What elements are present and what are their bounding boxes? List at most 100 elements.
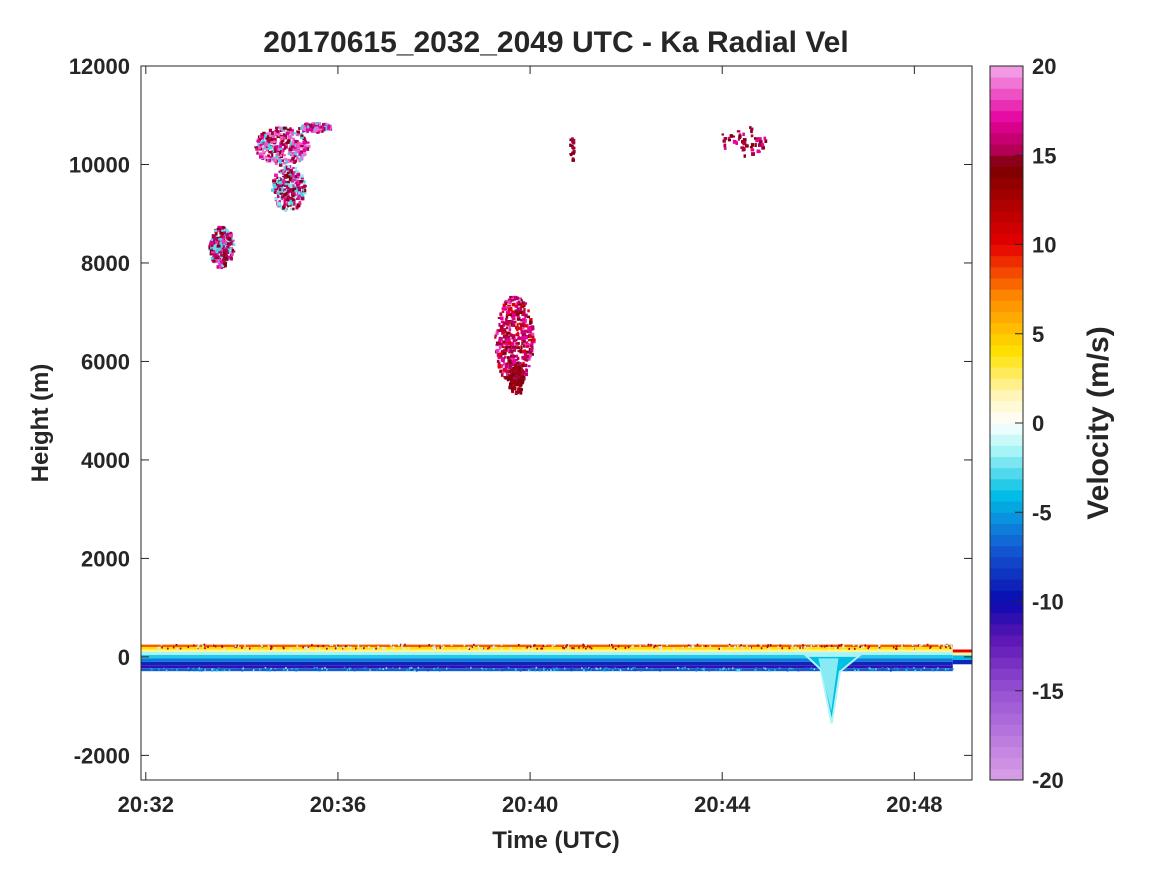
mid-cloud (532, 338, 536, 342)
upper-cloud-2b (294, 169, 298, 173)
band-speckle (687, 668, 690, 671)
mid-cloud (509, 295, 512, 299)
band-speckle (779, 667, 782, 670)
band-speckle (733, 646, 736, 649)
band-speckle (457, 647, 460, 650)
colorbar-segment (990, 489, 1023, 502)
upper-cloud-2a (264, 133, 267, 138)
band-speckle (357, 646, 360, 649)
band-speckle (426, 669, 429, 672)
upper-cloud-2b (291, 192, 296, 195)
band-speckle (546, 667, 549, 670)
colorbar-segment (990, 768, 1023, 781)
mid-cloud (498, 338, 502, 342)
mid-cloud (506, 373, 509, 378)
mid-cloud (511, 376, 516, 380)
upper-cloud-2c (309, 125, 314, 130)
upper-cloud-1 (214, 230, 219, 234)
band-speckle (440, 646, 443, 649)
mid-cloud (509, 361, 513, 365)
top-speck-2 (750, 127, 754, 131)
band-speckle (950, 643, 953, 646)
upper-cloud-2b (278, 199, 281, 203)
upper-cloud-1 (225, 260, 228, 264)
band-speckle (946, 644, 948, 647)
mid-cloud (531, 345, 534, 350)
mid-cloud (501, 310, 505, 313)
mid-cloud (530, 348, 534, 353)
band-speckle (270, 667, 272, 670)
colorbar-tick-label: 10 (1032, 233, 1056, 258)
colorbar-segment (990, 155, 1023, 167)
colorbar-segment (990, 233, 1023, 245)
upper-cloud-1 (222, 259, 226, 263)
upper-cloud-2a (291, 143, 295, 147)
mid-cloud (509, 320, 514, 324)
band-speckle (718, 647, 721, 650)
band-speckle (951, 668, 954, 671)
y-tick-label: 6000 (81, 349, 130, 374)
mid-cloud (511, 298, 515, 302)
band-speckle (409, 667, 411, 670)
band-speckle (377, 645, 380, 648)
band-speckle (640, 669, 642, 672)
band-speckle (779, 644, 782, 647)
mid-cloud (520, 304, 525, 309)
band-speckle (790, 667, 793, 670)
upper-cloud-2a (267, 154, 270, 157)
upper-cloud-2b (281, 184, 285, 187)
band-speckle (410, 668, 413, 671)
upper-cloud-2a (266, 148, 269, 152)
band-speckle (318, 647, 321, 650)
band-speckle (813, 668, 816, 671)
top-speck-2 (750, 130, 753, 134)
upper-cloud-1 (226, 232, 231, 237)
band-speckle (468, 647, 470, 650)
top-speck-2 (732, 139, 737, 144)
y-axis-label: Height (m) (27, 364, 54, 483)
upper-cloud-1 (215, 252, 219, 256)
band-speckle (654, 644, 657, 647)
upper-cloud-2c (325, 123, 329, 127)
colorbar-tick-label: 0 (1032, 411, 1044, 436)
upper-cloud-2b (289, 168, 293, 172)
y-tick-label: 10000 (69, 152, 130, 177)
band-speckle (797, 648, 799, 651)
mid-cloud (528, 335, 533, 338)
upper-cloud-1 (220, 231, 224, 235)
upper-cloud-2a (291, 157, 295, 161)
band-speckle (531, 646, 533, 649)
band-speckle (762, 667, 765, 670)
upper-cloud-2a (275, 128, 278, 132)
colorbar-segment (990, 423, 1023, 435)
band-speckle (379, 667, 381, 670)
band-speckle (650, 643, 652, 646)
band-speckle (422, 667, 425, 670)
upper-cloud-1 (220, 255, 223, 259)
upper-cloud-2b (271, 188, 275, 192)
upper-cloud-2b (292, 201, 296, 206)
band-speckle (192, 667, 195, 670)
mid-cloud (512, 320, 517, 324)
upper-cloud-1 (219, 241, 223, 245)
top-speck-2 (735, 141, 738, 145)
upper-cloud-2a (293, 132, 298, 135)
band-speckle (696, 643, 699, 646)
mid-cloud (529, 318, 533, 321)
mid-cloud (516, 309, 521, 314)
band-speckle (236, 644, 238, 647)
mid-cloud (499, 324, 504, 328)
upper-cloud-2a (295, 133, 300, 137)
upper-cloud-2b (276, 176, 279, 180)
band-speckle (316, 668, 319, 671)
upper-cloud-2b (289, 184, 293, 189)
band-speckle (302, 646, 304, 649)
upper-cloud-2b (295, 184, 300, 187)
band-speckle (510, 647, 512, 650)
mid-cloud (502, 323, 506, 327)
band-speckle (551, 645, 554, 648)
top-speck-2 (723, 139, 726, 142)
mid-cloud (515, 343, 518, 347)
colorbar-segment (990, 746, 1023, 759)
upper-cloud-2c (318, 128, 323, 131)
